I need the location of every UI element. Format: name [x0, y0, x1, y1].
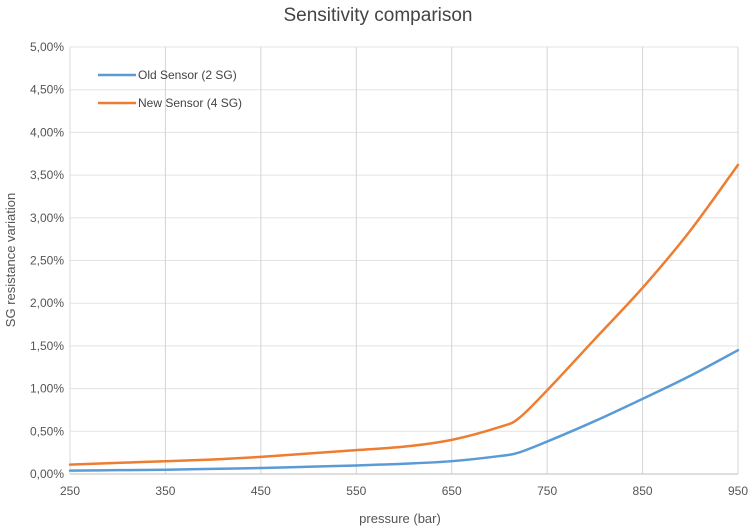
x-tick-label: 750 [537, 484, 557, 498]
legend-label: Old Sensor (2 SG) [138, 68, 237, 82]
series-line-new-sensor [68, 163, 740, 466]
x-tick-label: 450 [251, 484, 271, 498]
x-tick-label: 950 [728, 484, 748, 498]
x-tick-label: 350 [155, 484, 175, 498]
plot-area [69, 47, 738, 475]
y-tick-label: 0,00% [30, 467, 64, 481]
x-tick-label: 250 [60, 484, 80, 498]
y-tick-label: 3,00% [30, 211, 64, 225]
y-tick-label: 1,50% [30, 339, 64, 353]
chart-title: Sensitivity comparison [283, 5, 472, 26]
series-line-old-sensor [68, 348, 740, 472]
legend-label: New Sensor (4 SG) [138, 96, 242, 110]
x-axis-label: pressure (bar) [359, 511, 441, 526]
y-tick-label: 4,50% [30, 83, 64, 97]
x-axis-ticks: 250 350 450 550 650 750 850 950 [60, 484, 748, 498]
y-tick-label: 3,50% [30, 168, 64, 182]
series-lines [68, 163, 740, 472]
y-axis-ticks: 0,00% 0,50% 1,00% 1,50% 2,00% 2,50% 3,00% 3,50%… [30, 40, 64, 481]
y-tick-label: 5,00% [30, 40, 64, 54]
y-axis-label: SG resistance variation [3, 193, 18, 327]
x-tick-label: 850 [633, 484, 653, 498]
y-tick-label: 1,00% [30, 382, 64, 396]
x-tick-label: 650 [442, 484, 462, 498]
legend: Old Sensor (2 SG) New Sensor (4 SG) [98, 68, 242, 110]
y-tick-label: 4,00% [30, 125, 64, 139]
x-tick-label: 550 [346, 484, 366, 498]
y-tick-label: 0,50% [30, 424, 64, 438]
y-tick-label: 2,50% [30, 254, 64, 268]
y-tick-label: 2,00% [30, 296, 64, 310]
grid-lines [69, 46, 739, 475]
